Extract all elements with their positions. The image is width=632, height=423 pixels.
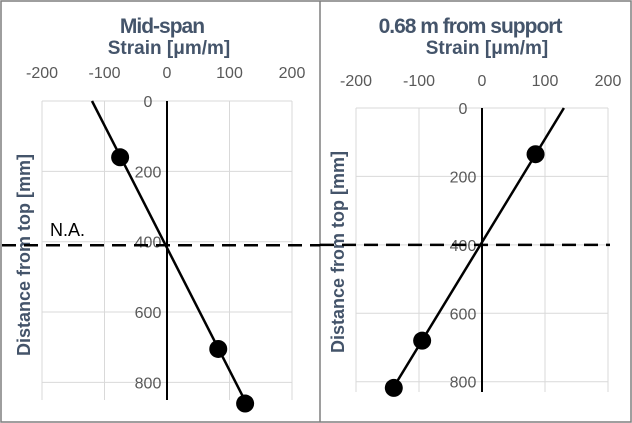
neutral-axis-label: N.A. <box>50 220 85 240</box>
chart-from-support: 0.68 m from support Strain [μm/m] Distan… <box>320 15 621 397</box>
x-tick-label: 200 <box>595 73 622 90</box>
x-axis-label: Strain [μm/m] <box>108 38 230 59</box>
y-tick-label: 400 <box>135 235 162 252</box>
data-point <box>384 378 403 397</box>
chart-title: Mid-span <box>120 15 204 38</box>
y-tick-label: 600 <box>135 305 162 322</box>
x-tick-label: -100 <box>403 73 435 90</box>
x-tick-label: 0 <box>478 73 487 90</box>
y-tick-label: 0 <box>144 94 153 111</box>
x-axis-label: Strain [μm/m] <box>426 38 548 59</box>
x-tick-labels: -200 -100 0 100 200 <box>340 73 621 90</box>
data-points <box>384 145 545 397</box>
x-tick-labels: -200 -100 0 100 200 <box>26 65 305 82</box>
y-tick-labels: 0 200 400 600 800 <box>450 101 477 392</box>
y-tick-labels: 0 200 400 600 800 <box>135 94 162 392</box>
chart-title: 0.68 m from support <box>379 15 563 38</box>
x-tick-label: 200 <box>279 65 306 82</box>
data-point <box>413 331 432 350</box>
y-tick-label: 800 <box>135 375 162 392</box>
y-axis-label: Distance from top [mm] <box>328 151 348 353</box>
x-tick-label: 100 <box>216 65 243 82</box>
chart-mid-span: Mid-span Strain [μm/m] Distance from top… <box>2 15 320 413</box>
x-tick-label: -200 <box>26 65 58 82</box>
x-tick-label: 0 <box>163 65 172 82</box>
x-tick-label: 100 <box>532 73 559 90</box>
y-tick-label: 0 <box>459 101 468 118</box>
data-points <box>111 148 255 413</box>
y-tick-label: 800 <box>450 375 477 392</box>
y-tick-label: 200 <box>450 169 477 186</box>
y-axis-label: Distance from top [mm] <box>14 154 34 356</box>
data-point <box>111 148 130 167</box>
x-tick-label: -200 <box>340 73 372 90</box>
data-point <box>209 339 228 358</box>
data-point <box>526 145 545 164</box>
y-tick-label: 600 <box>450 306 477 323</box>
y-tick-label: 400 <box>450 238 477 255</box>
data-point <box>236 394 255 413</box>
y-tick-label: 200 <box>135 164 162 181</box>
x-tick-label: -100 <box>88 65 120 82</box>
